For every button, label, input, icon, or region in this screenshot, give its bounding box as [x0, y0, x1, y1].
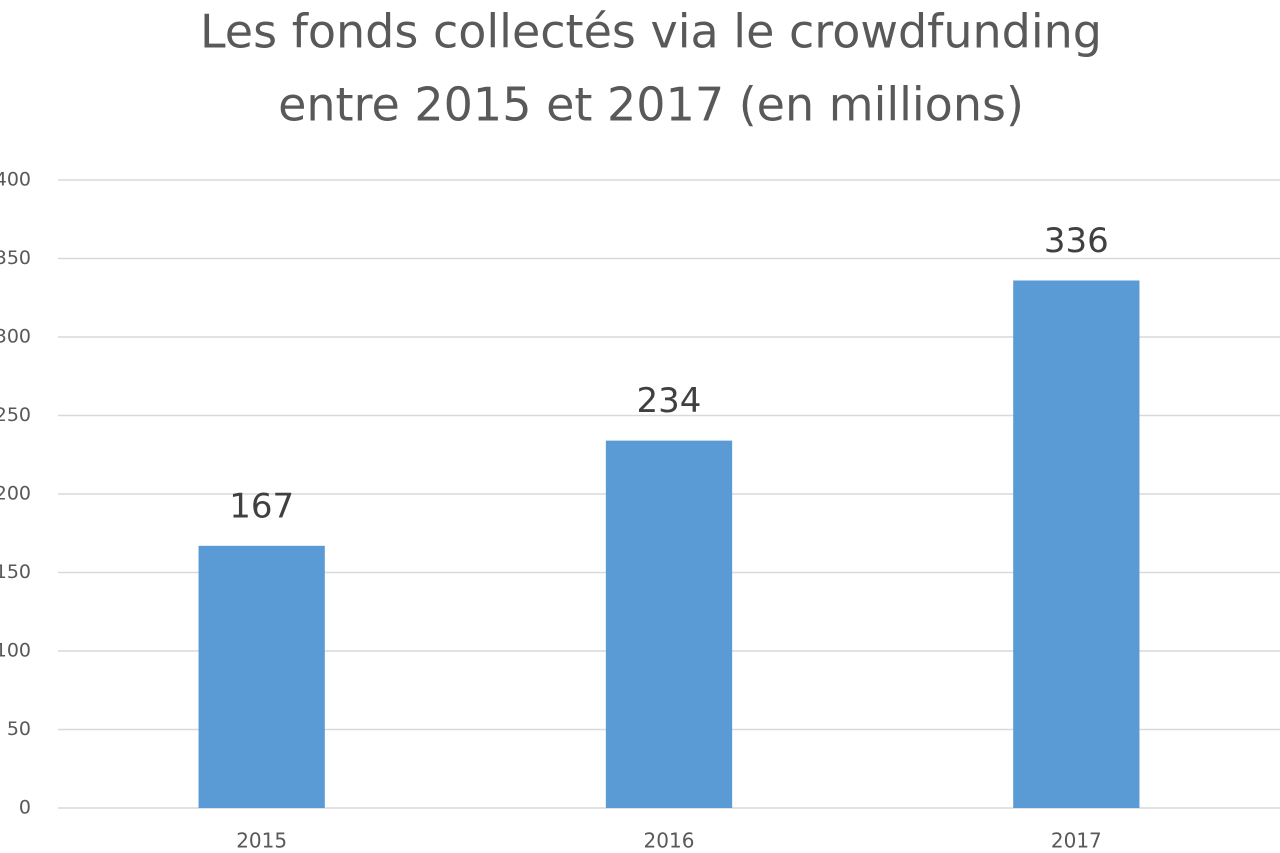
- y-tick-label: 100: [0, 640, 31, 662]
- y-tick-label: 50: [7, 718, 31, 740]
- x-tick-label: 2017: [1051, 829, 1102, 853]
- x-tick-label: 2016: [644, 829, 695, 853]
- y-tick-label: 0: [19, 797, 31, 819]
- bar: [198, 545, 325, 808]
- bar: [1013, 280, 1140, 809]
- y-tick-label: 350: [0, 247, 31, 269]
- y-tick-label: 150: [0, 561, 31, 583]
- data-label: 234: [637, 381, 702, 421]
- x-tick-label: 2015: [236, 829, 287, 853]
- chart-title: Les fonds collectés via le crowdfunding: [200, 5, 1102, 59]
- y-tick-label: 400: [0, 169, 31, 191]
- y-tick-label: 200: [0, 483, 31, 505]
- chart-title: entre 2015 et 2017 (en millions): [278, 78, 1024, 132]
- y-tick-label: 300: [0, 326, 31, 348]
- y-tick-label: 250: [0, 404, 31, 426]
- data-label: 167: [229, 486, 294, 526]
- data-label: 336: [1044, 221, 1109, 261]
- bar: [605, 440, 733, 808]
